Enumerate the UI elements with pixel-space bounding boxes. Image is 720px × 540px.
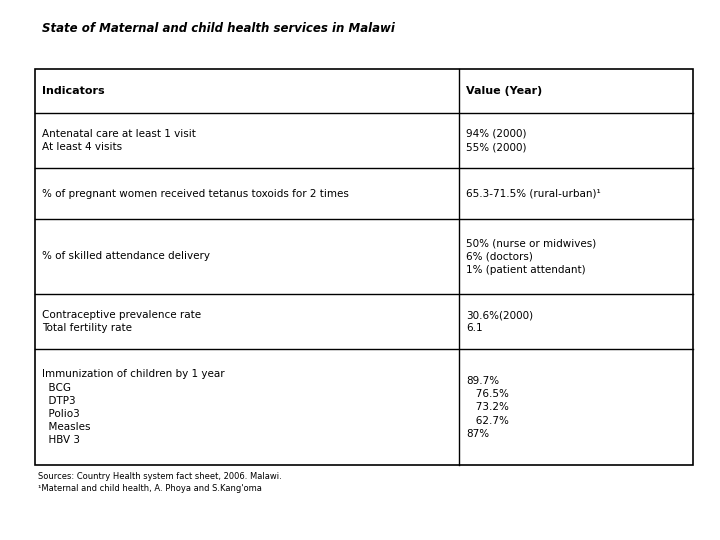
Text: Sources: Country Health system fact sheet, 2006. Malawi.: Sources: Country Health system fact shee… [38,472,282,481]
Text: % of skilled attendance delivery: % of skilled attendance delivery [42,252,210,261]
Text: Antenatal care at least 1 visit
At least 4 visits: Antenatal care at least 1 visit At least… [42,129,196,152]
Text: Contraceptive prevalence rate
Total fertility rate: Contraceptive prevalence rate Total fert… [42,310,201,333]
Text: Immunization of children by 1 year
  BCG
  DTP3
  Polio3
  Measles
  HBV 3: Immunization of children by 1 year BCG D… [42,369,225,445]
Text: 89.7%
   76.5%
   73.2%
   62.7%
87%: 89.7% 76.5% 73.2% 62.7% 87% [467,376,509,439]
Text: % of pregnant women received tetanus toxoids for 2 times: % of pregnant women received tetanus tox… [42,188,348,199]
Text: ¹Maternal and child health, A. Phoya and S.Kang'oma: ¹Maternal and child health, A. Phoya and… [38,484,262,493]
Text: 94% (2000)
55% (2000): 94% (2000) 55% (2000) [467,129,527,152]
Text: 50% (nurse or midwives)
6% (doctors)
1% (patient attendant): 50% (nurse or midwives) 6% (doctors) 1% … [467,238,596,275]
Text: 65.3-71.5% (rural-urban)¹: 65.3-71.5% (rural-urban)¹ [467,188,601,199]
Text: 30.6%(2000)
6.1: 30.6%(2000) 6.1 [467,310,534,333]
Text: Value (Year): Value (Year) [467,86,542,96]
Text: State of Maternal and child health services in Malawi: State of Maternal and child health servi… [42,22,395,35]
Text: Indicators: Indicators [42,86,104,96]
